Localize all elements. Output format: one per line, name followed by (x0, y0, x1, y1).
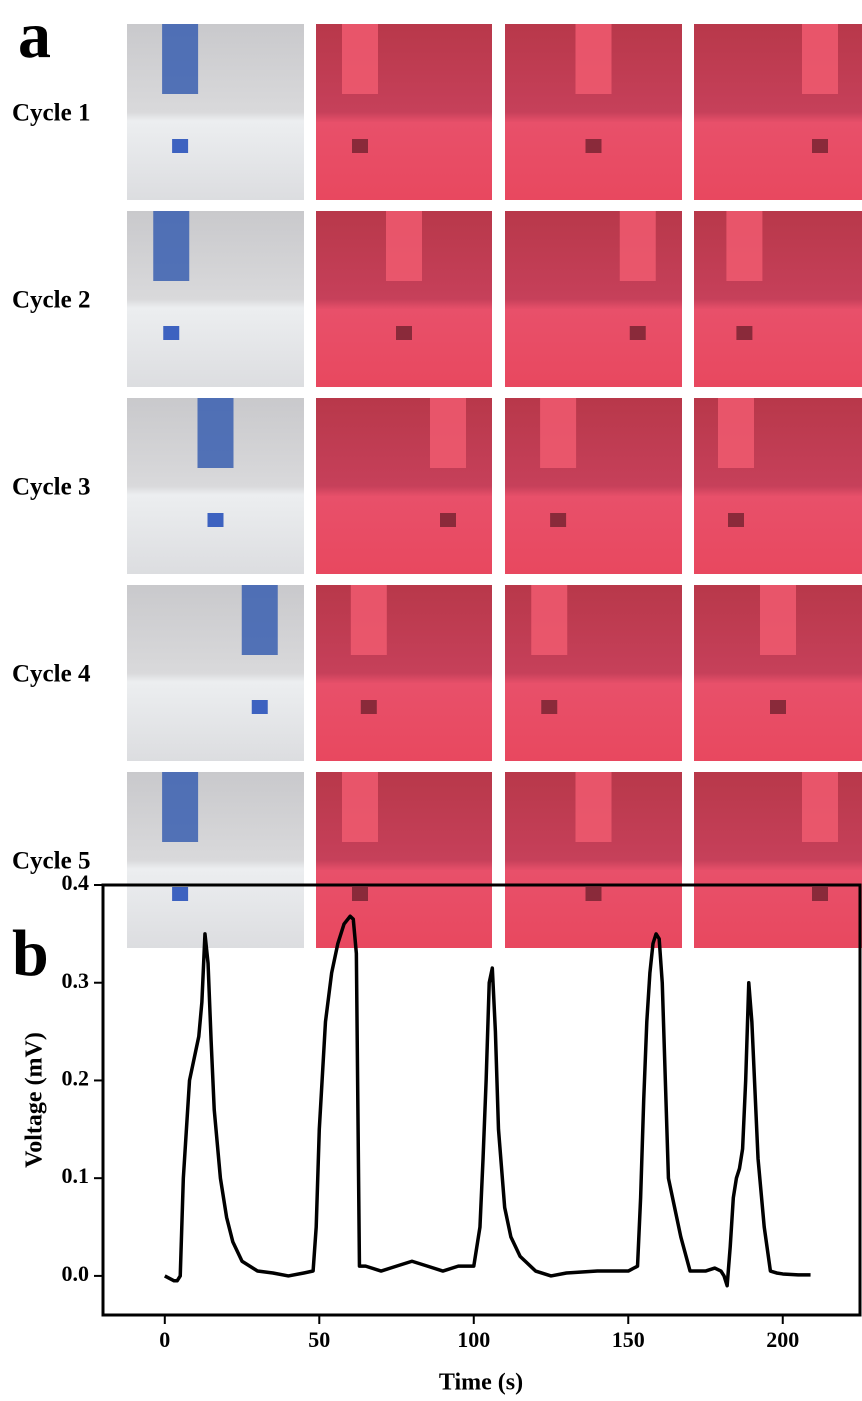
object (585, 139, 602, 153)
gripper (162, 24, 199, 94)
y-tick-label: 0.3 (62, 968, 90, 993)
object (352, 887, 368, 901)
gripper (197, 398, 234, 468)
x-tick-label: 0 (159, 1327, 170, 1352)
photo-grid (127, 24, 862, 948)
row-label: Cycle 1 (12, 100, 90, 127)
object (585, 887, 602, 901)
object (207, 513, 224, 527)
y-tick-label: 0.4 (62, 870, 90, 895)
row-label: Cycle 4 (12, 661, 91, 688)
y-axis-title: Voltage (mV) (22, 1032, 48, 1168)
gripper (760, 585, 796, 655)
object (736, 326, 753, 340)
y-tick-label: 0.1 (62, 1163, 90, 1188)
row-label: Cycle 5 (12, 848, 90, 875)
object (172, 139, 189, 153)
object (728, 513, 744, 527)
photo (505, 398, 682, 574)
x-tick-label: 50 (308, 1327, 330, 1352)
gripper (619, 211, 656, 281)
gripper (430, 398, 466, 468)
panel-label: a (18, 0, 51, 72)
object (172, 887, 189, 901)
gripper (531, 585, 568, 655)
y-tick-label: 0.0 (62, 1261, 90, 1286)
panel-label: b (12, 917, 49, 990)
gripper (718, 398, 754, 468)
gripper (386, 211, 422, 281)
object (541, 700, 558, 714)
object (629, 326, 646, 340)
gripper (802, 24, 838, 94)
gripper (575, 772, 612, 842)
gripper (726, 211, 763, 281)
photo (694, 211, 862, 387)
object (360, 700, 377, 714)
gripper (162, 772, 199, 842)
object (812, 139, 828, 153)
y-tick-label: 0.2 (62, 1066, 90, 1091)
object (550, 513, 567, 527)
photo (127, 24, 304, 200)
gripper (153, 211, 190, 281)
object (812, 887, 828, 901)
gripper (342, 24, 378, 94)
object (396, 326, 412, 340)
gripper (575, 24, 612, 94)
object (251, 700, 268, 714)
gripper (802, 772, 838, 842)
gripper (540, 398, 577, 468)
x-tick-label: 200 (766, 1327, 799, 1352)
x-tick-label: 150 (612, 1327, 645, 1352)
object (163, 326, 180, 340)
x-axis-title: Time (s) (439, 1370, 523, 1396)
photo (316, 585, 492, 761)
object (770, 700, 786, 714)
row-label: Cycle 2 (12, 287, 90, 314)
object (352, 139, 368, 153)
gripper (342, 772, 378, 842)
gripper (241, 585, 278, 655)
data-line (163, 914, 811, 1288)
plot-frame (101, 883, 862, 1317)
x-tick-label: 100 (457, 1327, 490, 1352)
photo (127, 772, 304, 948)
row-label: Cycle 3 (12, 474, 90, 501)
object (440, 513, 456, 527)
gripper (350, 585, 387, 655)
